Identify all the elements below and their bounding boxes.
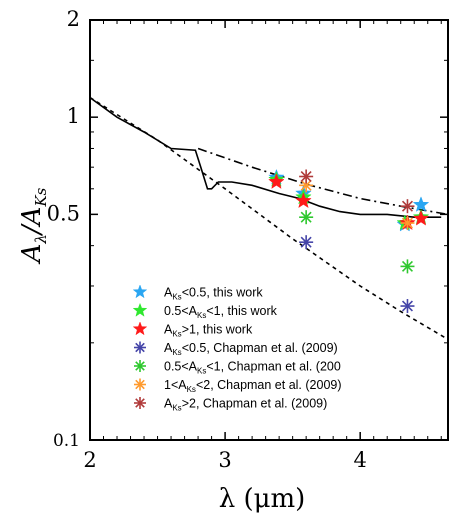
asterisk-stroke <box>135 379 145 390</box>
star-point <box>295 192 312 209</box>
legend: AKs<0.5, this work 0.5<AKs<1, this work AK… <box>132 284 342 413</box>
data-markers <box>268 168 430 314</box>
asterisk-point <box>299 235 314 250</box>
asterisk-stroke <box>135 361 145 371</box>
legend-star-marker <box>132 302 148 317</box>
legend-asterisk-marker <box>134 378 146 391</box>
legend-entry-label: 0.5<AKs<1, this work <box>164 304 278 320</box>
asterisk-point <box>400 216 415 231</box>
y-tick-label: 0.5 <box>47 201 80 225</box>
asterisk-stroke <box>401 260 413 272</box>
asterisk-stroke <box>401 300 413 312</box>
asterisk-stroke <box>135 398 145 408</box>
asterisk-point <box>400 199 415 214</box>
x-axis-label-text: λ (μm) <box>219 484 306 514</box>
model-curve-solid <box>89 96 442 218</box>
asterisk-stroke <box>401 200 413 212</box>
axis-ticks: 2 3 4 0.1 0.5 1 2 <box>47 7 448 472</box>
legend-entry-label: 1<AKs<2, Chapman et al. (2009) <box>164 378 342 394</box>
legend-entry-label: AKs>1, this work <box>164 323 253 339</box>
asterisk-stroke <box>300 179 312 191</box>
asterisk-stroke <box>300 236 312 248</box>
y-tick-label: 1 <box>67 104 80 128</box>
star-point <box>268 173 285 189</box>
star-point <box>412 209 430 226</box>
plot-frame <box>89 19 449 441</box>
legend-asterisk-marker <box>134 360 146 372</box>
asterisk-point <box>400 299 415 314</box>
y-tick-label: 0.1 <box>53 431 80 451</box>
legend-entry-label: AKs<0.5, Chapman et al. (2009) <box>164 341 338 357</box>
asterisk-point <box>299 210 314 225</box>
star-point <box>412 196 430 212</box>
asterisk-stroke <box>300 170 312 183</box>
legend-asterisk-marker <box>134 341 146 354</box>
legend-entry-label: 0.5<AKs<1, Chapman et al. (200 <box>164 360 341 376</box>
asterisk-stroke <box>135 342 145 353</box>
legend-entry-label: AKs>2, Chapman et al. (2009) <box>164 397 327 413</box>
model-curves <box>89 96 449 341</box>
asterisk-point <box>400 259 415 274</box>
model-curve-dashdot <box>197 147 449 216</box>
legend-star-marker <box>132 284 148 299</box>
x-tick-label: 4 <box>354 448 367 472</box>
asterisk-stroke <box>300 211 312 223</box>
legend-asterisk-marker <box>134 397 146 409</box>
svg-text:Aλ/AKs: Aλ/AKs <box>17 187 50 264</box>
x-tick-label: 3 <box>218 448 231 472</box>
legend-star-marker <box>132 321 148 336</box>
legend-entry-label: AKs<0.5, this work <box>164 286 263 302</box>
y-axis-label: Aλ/AKs <box>17 187 50 264</box>
model-curve-dashed <box>89 96 449 341</box>
x-tick-label: 2 <box>83 448 96 472</box>
x-axis-label: λ (μm) <box>219 484 306 514</box>
asterisk-point <box>299 169 314 184</box>
asterisk-stroke <box>401 217 413 229</box>
y-tick-label: 2 <box>67 7 80 31</box>
